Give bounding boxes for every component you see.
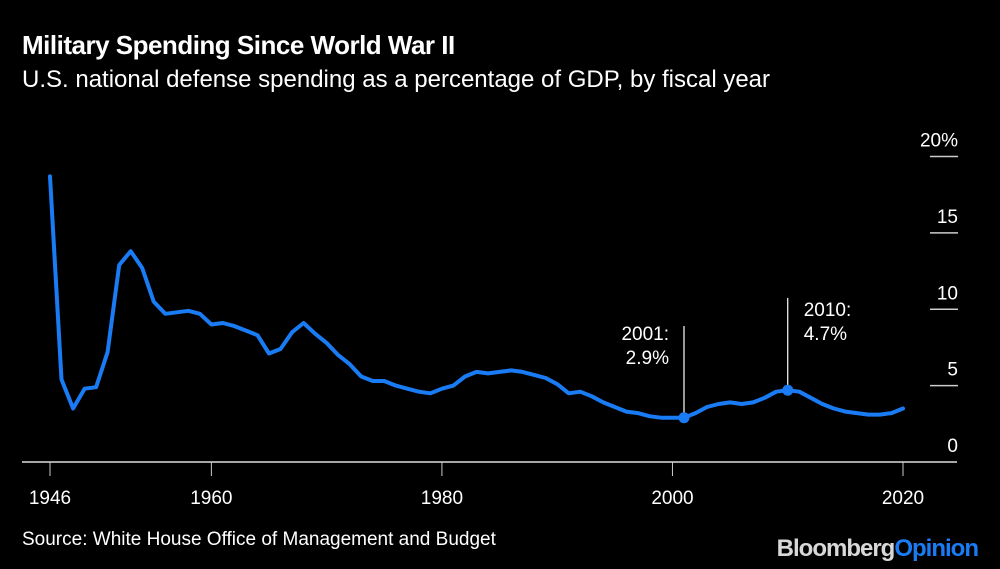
- series-line: [48, 174, 905, 420]
- annotation-point: [782, 384, 794, 396]
- x-tick-label: 1980: [421, 488, 463, 509]
- chart-subtitle: U.S. national defense spending as a perc…: [22, 66, 771, 93]
- y-tick-label: 15: [937, 207, 958, 228]
- bloomberg-opinion-logo: BloombergOpinion: [776, 535, 979, 562]
- chart-title: Military Spending Since World War II: [22, 30, 455, 60]
- y-tick-label: 0: [947, 436, 958, 457]
- annotation-label: 2010:: [804, 300, 852, 321]
- x-tick-label: 2020: [882, 488, 924, 509]
- annotation-point: [678, 412, 690, 424]
- x-tick-label: 1946: [29, 488, 71, 509]
- y-tick-label: 10: [937, 283, 958, 304]
- x-tick-label: 1960: [190, 488, 232, 509]
- y-tick-label: 20%: [920, 131, 958, 152]
- source-note: Source: White House Office of Management…: [22, 529, 496, 550]
- x-tick-label: 2000: [651, 488, 693, 509]
- y-tick-label: 5: [947, 360, 958, 381]
- annotation-value: 4.7%: [804, 324, 847, 345]
- annotation-label: 2001:: [621, 324, 669, 345]
- annotation-value: 2.9%: [626, 348, 669, 369]
